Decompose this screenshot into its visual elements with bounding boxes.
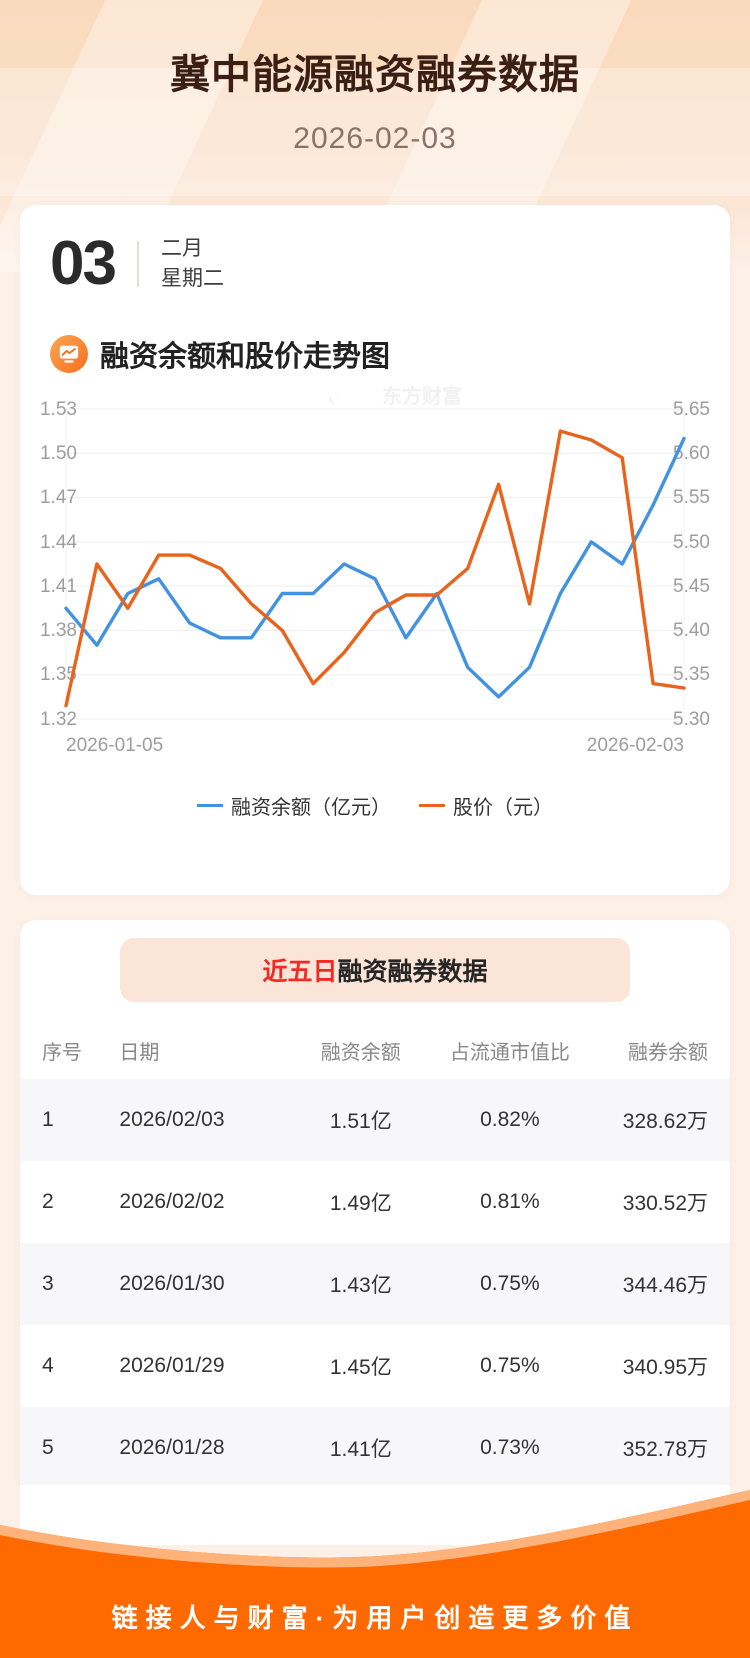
svg-text:5.55: 5.55: [673, 487, 710, 508]
svg-text:5.45: 5.45: [673, 576, 710, 597]
svg-text:5.30: 5.30: [673, 709, 710, 730]
svg-text:5.35: 5.35: [673, 664, 710, 685]
svg-text:1.38: 1.38: [40, 620, 77, 641]
svg-text:5.50: 5.50: [673, 532, 710, 553]
svg-text:1.32: 1.32: [40, 709, 77, 730]
svg-text:1.47: 1.47: [40, 487, 77, 508]
svg-text:1.44: 1.44: [40, 532, 77, 553]
svg-text:2026-02-03: 2026-02-03: [587, 735, 684, 756]
svg-text:5.40: 5.40: [673, 620, 710, 641]
svg-text:1.50: 1.50: [40, 443, 77, 464]
svg-text:2026-01-05: 2026-01-05: [66, 735, 163, 756]
svg-text:1.41: 1.41: [40, 576, 77, 597]
svg-text:东方财富: 东方财富: [382, 384, 462, 408]
svg-text:1.53: 1.53: [40, 399, 77, 420]
svg-text:5.65: 5.65: [673, 399, 710, 420]
